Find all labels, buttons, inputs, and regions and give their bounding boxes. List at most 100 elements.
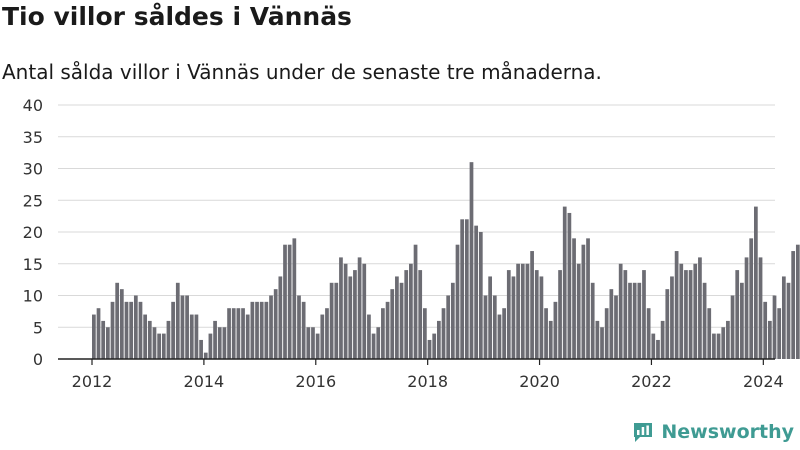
bar xyxy=(133,295,138,359)
bar xyxy=(488,276,492,359)
bar xyxy=(236,308,241,359)
bar xyxy=(455,244,460,359)
bar xyxy=(203,352,208,359)
bar xyxy=(651,333,656,359)
y-tick-label: 15 xyxy=(23,255,43,274)
bar xyxy=(105,327,110,359)
bar xyxy=(446,295,451,359)
y-tick-label: 10 xyxy=(23,287,43,306)
y-tick-label: 0 xyxy=(33,350,43,369)
chart-subtitle: Antal sålda villor i Vännäs under de sen… xyxy=(2,60,602,84)
bar xyxy=(670,276,674,359)
bar xyxy=(115,282,120,359)
bar xyxy=(376,327,381,359)
bar xyxy=(362,263,367,359)
bar xyxy=(679,263,684,359)
bar xyxy=(646,308,651,359)
x-tick-label: 2012 xyxy=(72,372,113,391)
bar xyxy=(637,282,642,359)
bar xyxy=(656,339,660,359)
bar xyxy=(642,270,646,359)
bar xyxy=(339,257,343,359)
bar xyxy=(744,257,749,359)
bar xyxy=(311,327,315,359)
bar xyxy=(483,295,488,359)
bar xyxy=(586,238,590,359)
bar xyxy=(241,308,245,359)
bar xyxy=(292,238,297,359)
bar xyxy=(269,295,273,359)
bar xyxy=(143,314,148,359)
bar xyxy=(763,301,768,359)
bar xyxy=(180,295,185,359)
bar xyxy=(684,270,688,359)
bar xyxy=(558,270,562,359)
x-tick-label: 2022 xyxy=(631,372,672,391)
bar xyxy=(567,212,572,359)
bar xyxy=(320,314,325,359)
bar xyxy=(157,333,161,359)
y-tick-label: 25 xyxy=(23,191,43,210)
x-tick-label: 2014 xyxy=(184,372,225,391)
bar xyxy=(772,295,777,359)
y-tick-label: 30 xyxy=(23,160,43,179)
bar xyxy=(688,270,693,359)
bar xyxy=(450,282,455,359)
bar xyxy=(189,314,194,359)
bar xyxy=(227,308,231,359)
bar xyxy=(217,327,222,359)
bar xyxy=(749,238,754,359)
bar xyxy=(199,339,203,359)
bar xyxy=(576,263,581,359)
bar xyxy=(730,295,735,359)
bar xyxy=(502,308,506,359)
bar xyxy=(614,295,618,359)
bar xyxy=(553,301,558,359)
bar xyxy=(427,339,432,359)
bar xyxy=(726,320,730,359)
bar xyxy=(208,333,213,359)
bar xyxy=(395,276,399,359)
bar xyxy=(791,251,796,359)
x-tick-label: 2020 xyxy=(519,372,560,391)
bar xyxy=(124,301,129,359)
chart-title: Tio villor såldes i Vännäs xyxy=(2,2,352,31)
bar xyxy=(665,289,670,359)
bar xyxy=(110,301,115,359)
bar xyxy=(264,301,269,359)
bar xyxy=(381,308,385,359)
bar xyxy=(194,314,199,359)
bar xyxy=(600,327,604,359)
bar xyxy=(754,206,758,359)
bar xyxy=(712,333,716,359)
bar xyxy=(562,206,567,359)
y-tick-label: 40 xyxy=(23,96,43,115)
bar xyxy=(399,282,404,359)
bar xyxy=(618,263,623,359)
bar xyxy=(740,282,744,359)
newsworthy-logo[interactable]: Newsworthy xyxy=(631,420,794,444)
bar xyxy=(534,270,539,359)
bar xyxy=(371,333,376,359)
bar xyxy=(409,263,413,359)
bar xyxy=(413,244,418,359)
bar xyxy=(548,320,553,359)
bar xyxy=(674,251,679,359)
bar xyxy=(301,301,306,359)
bar xyxy=(572,238,576,359)
bar xyxy=(441,308,446,359)
y-tick-label: 35 xyxy=(23,128,43,147)
bar xyxy=(511,276,516,359)
bar xyxy=(283,244,287,359)
bar xyxy=(595,320,600,359)
bar xyxy=(464,219,469,359)
bar xyxy=(222,327,227,359)
bar xyxy=(423,308,427,359)
bar xyxy=(632,282,637,359)
bar xyxy=(287,244,292,359)
bar xyxy=(660,320,665,359)
bar xyxy=(213,320,217,359)
bar xyxy=(781,276,786,359)
bar xyxy=(544,308,548,359)
